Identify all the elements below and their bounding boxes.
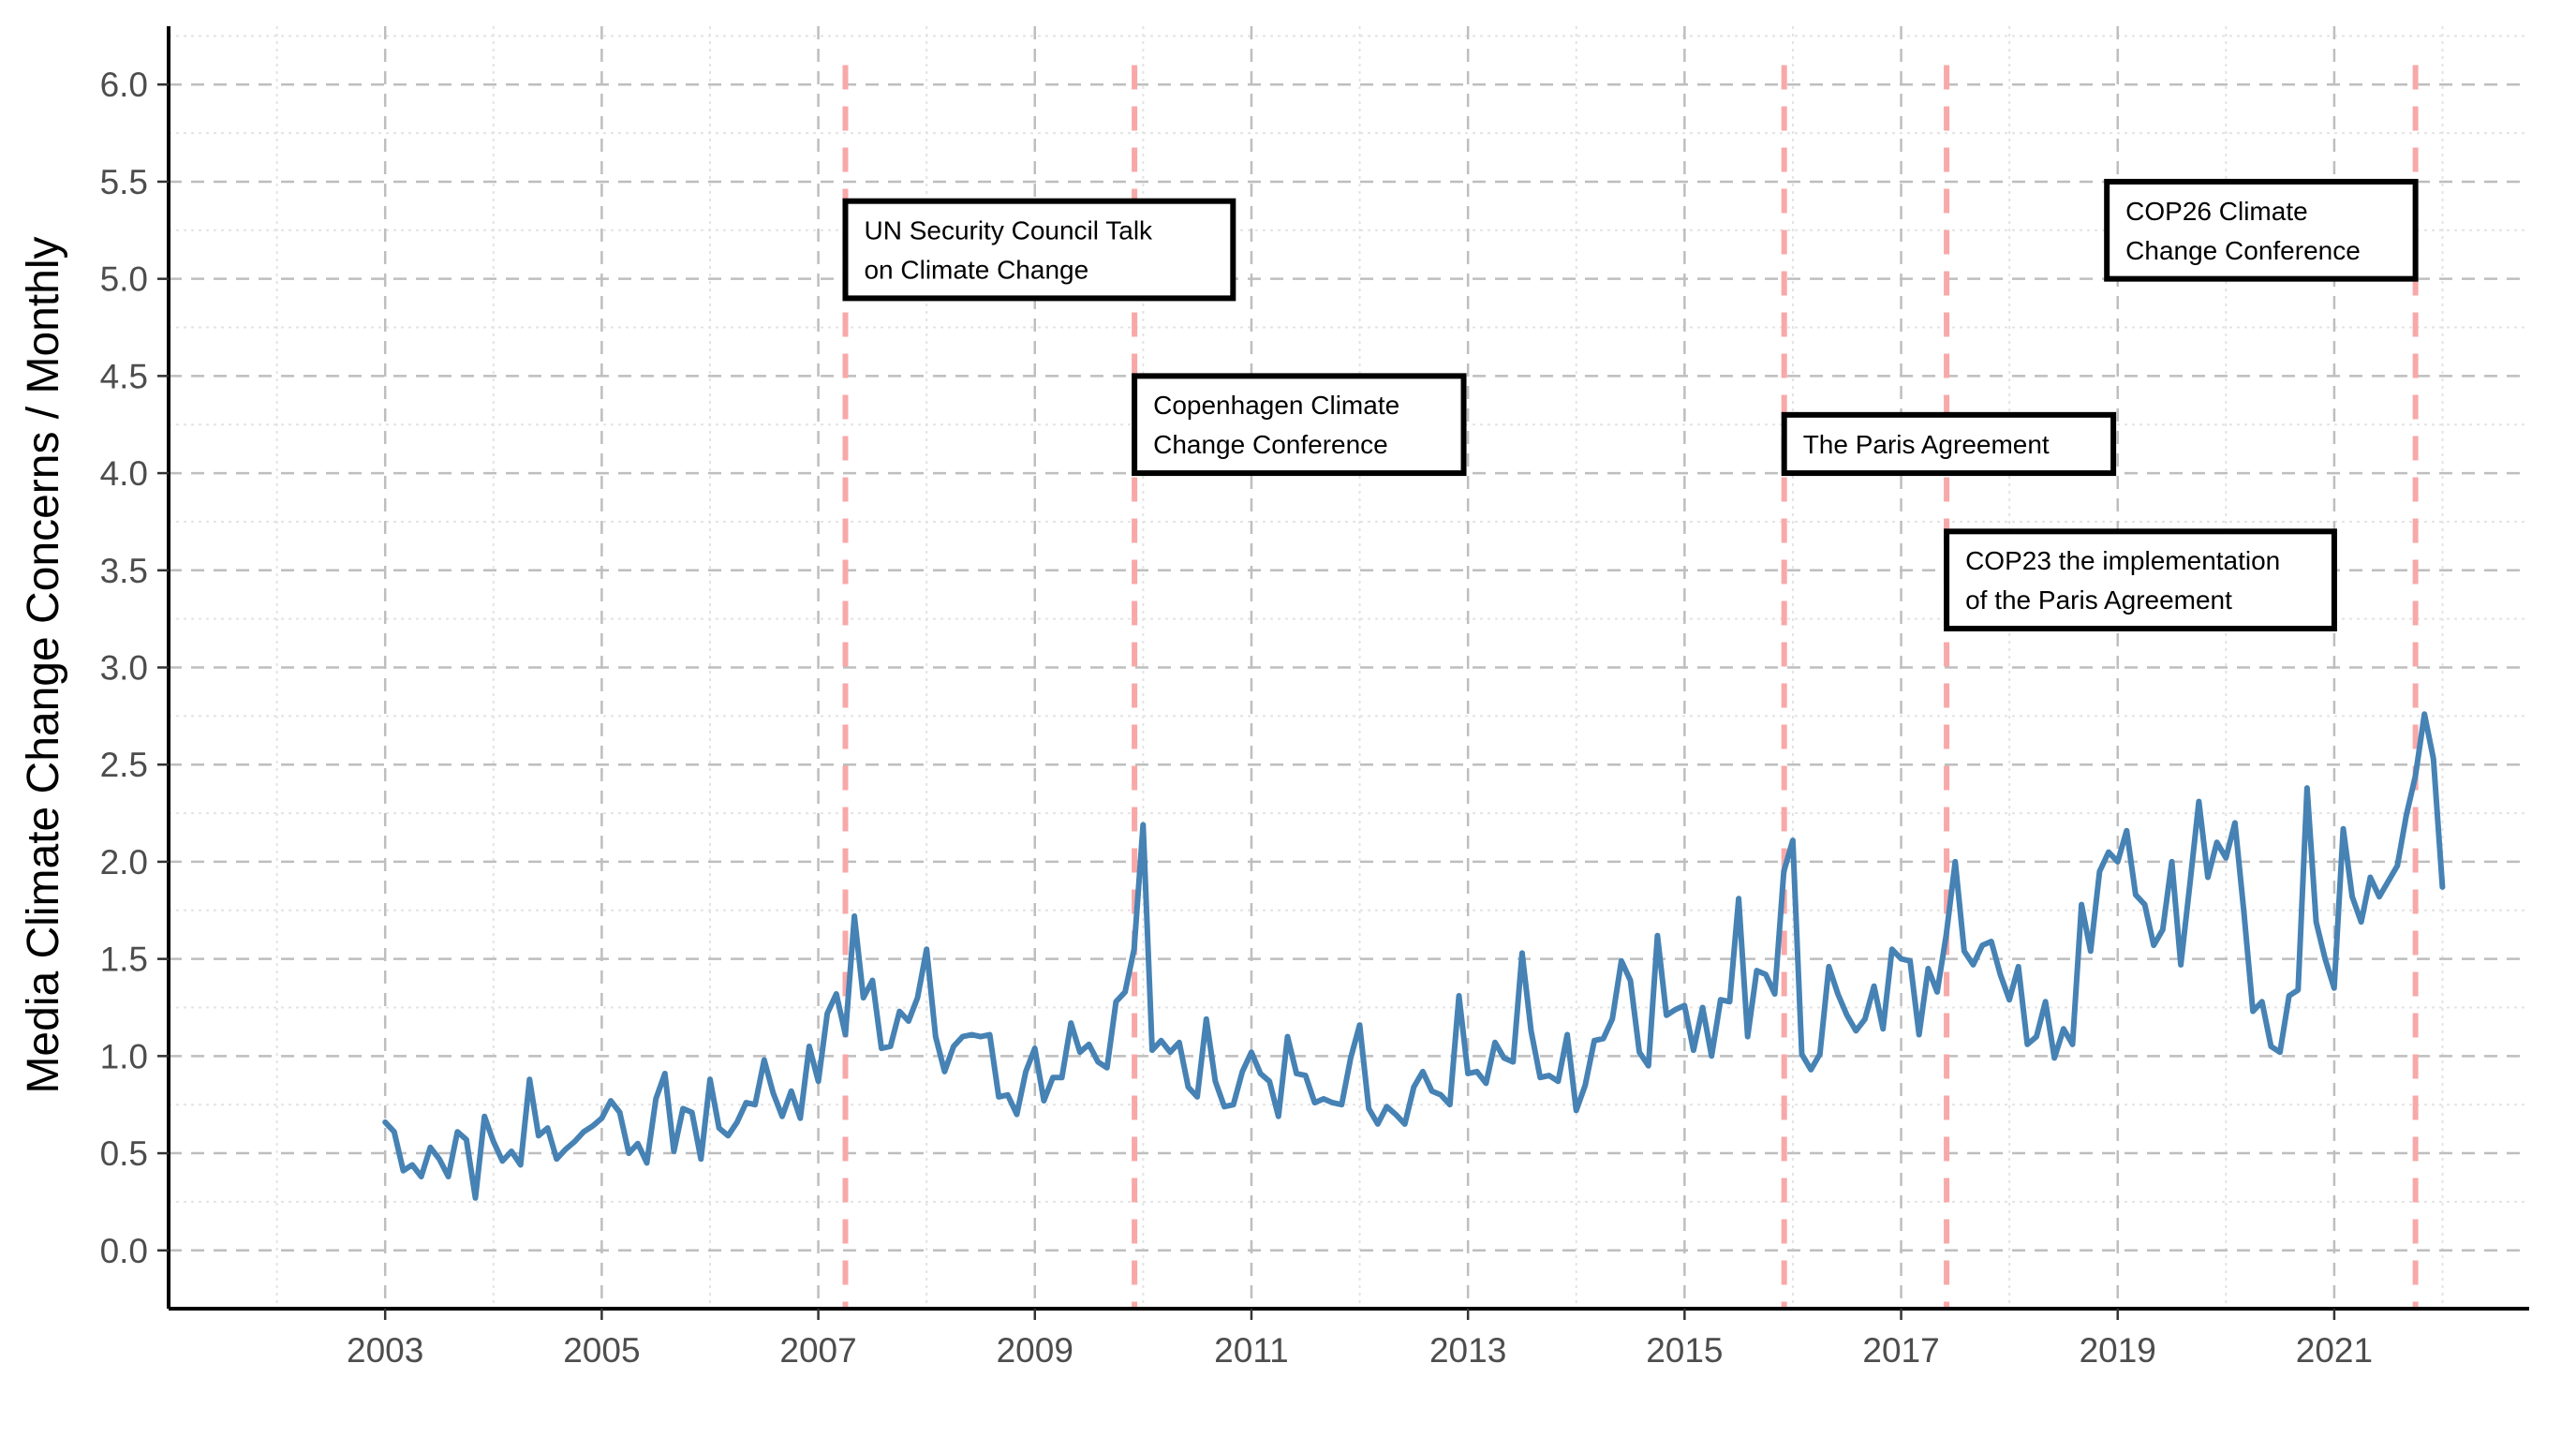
y-tick-label: 2.5: [100, 746, 148, 784]
y-axis-title: Media Climate Change Concerns / Monthly: [19, 236, 68, 1093]
annotations: UN Security Council Talk on Climate Chang…: [842, 178, 2419, 632]
annotation-label: UN Security Council Talk: [864, 216, 1153, 245]
x-tick-label: 2007: [779, 1331, 856, 1370]
annotation-frame: [1781, 411, 2117, 477]
annotation-frame: [842, 198, 1236, 302]
x-tick-label: 2013: [1429, 1331, 1506, 1370]
x-tick-label: 2019: [2080, 1331, 2156, 1370]
series: [382, 711, 2446, 1201]
y-tick-label: 5.5: [100, 163, 148, 201]
y-tick-label: 5.0: [100, 260, 148, 299]
x-tick-label: 2009: [997, 1331, 1073, 1370]
y-tick-label: 1.0: [100, 1037, 148, 1075]
x-tick-label: 2003: [347, 1331, 423, 1370]
y-tick-label: 0.5: [100, 1134, 148, 1173]
x-tick-label: 2021: [2296, 1331, 2373, 1370]
annotation-label: Change Conference: [2125, 236, 2361, 265]
x-tick-label: 2005: [563, 1331, 640, 1370]
y-tick-label: 0.0: [100, 1232, 148, 1270]
annotation-label: COP23 the implementation: [1965, 546, 2280, 575]
annotation-label: on Climate Change: [864, 256, 1088, 285]
series-line: [382, 711, 2446, 1201]
annotation-label: of the Paris Agreement: [1965, 585, 2232, 615]
y-tick-label: 4.5: [100, 357, 148, 395]
annotation-box: COP23 the implementation of the Paris Agr…: [1944, 528, 2337, 632]
annotation-box: COP26 Climate Change Conference: [2104, 178, 2419, 282]
x-tick-label: 2017: [1862, 1331, 1939, 1370]
annotation-frame: [2104, 178, 2419, 282]
y-tick-label: 2.0: [100, 843, 148, 882]
annotation-label: The Paris Agreement: [1803, 430, 2050, 459]
x-tick-label: 2015: [1646, 1331, 1723, 1370]
annotation-box: The Paris Agreement: [1781, 411, 2117, 477]
y-ticks: 0.0 0.5 1.0 1.5 2.0 2.5 3.0 3.5 4.0 4.5 5.0 5.5 6.0: [100, 66, 169, 1270]
annotation-box: UN Security Council Talk on Climate Chang…: [842, 198, 1236, 302]
annotation-label: Copenhagen Climate: [1153, 391, 1399, 420]
annotation-label: COP26 Climate: [2125, 197, 2308, 226]
annotation-frame: [1944, 528, 2337, 632]
x-tick-label: 2011: [1214, 1331, 1289, 1370]
y-tick-label: 3.5: [100, 552, 148, 590]
x-ticks: 2003 2005 2007 2009 2011 2013 2015 2017 2019 2021: [347, 1309, 2373, 1370]
annotation-box: Copenhagen Climate Change Conference: [1132, 373, 1467, 477]
y-tick-label: 1.5: [100, 941, 148, 979]
annotation-frame: [1132, 373, 1467, 477]
y-tick-label: 3.0: [100, 649, 148, 688]
y-tick-label: 4.0: [100, 454, 148, 493]
annotation-label: Change Conference: [1153, 430, 1388, 459]
y-tick-label: 6.0: [100, 66, 148, 104]
